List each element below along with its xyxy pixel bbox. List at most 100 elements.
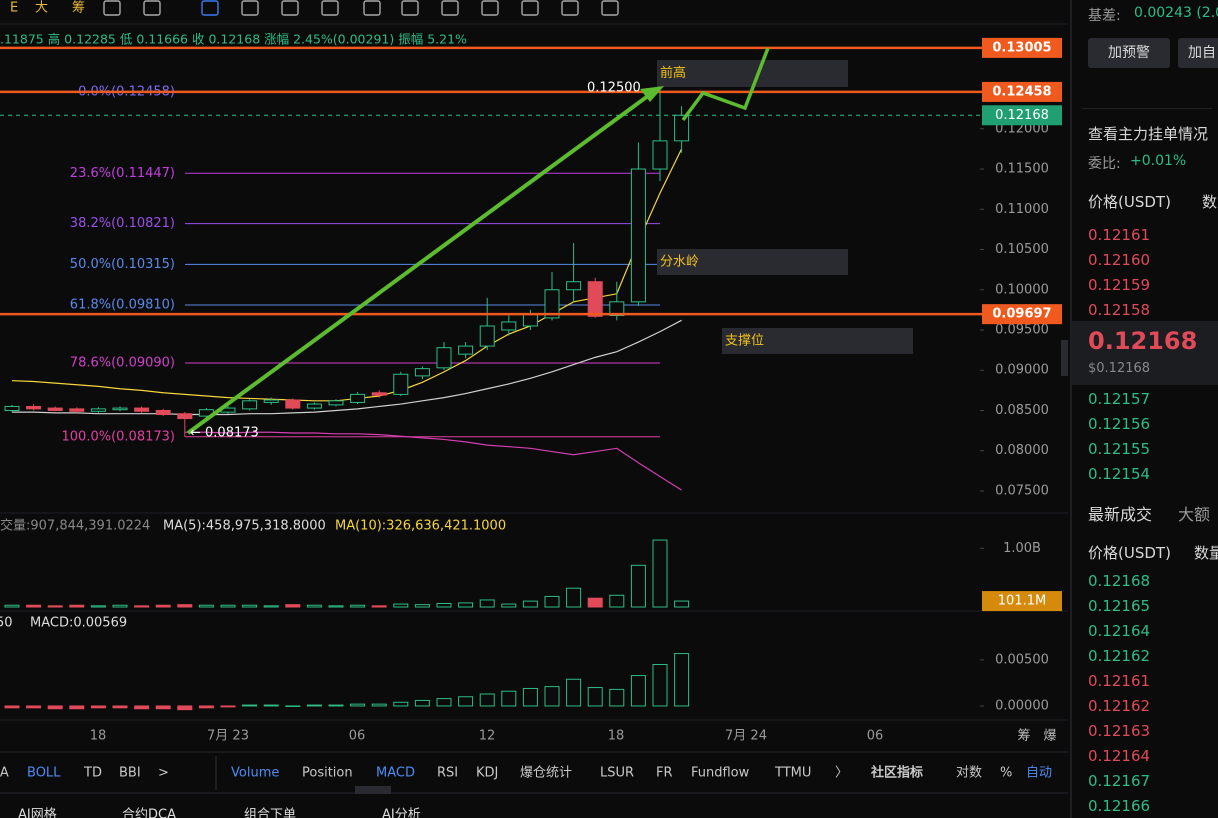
toolbar-icon[interactable]: [441, 0, 459, 16]
toolbar-icon[interactable]: [561, 0, 579, 16]
toolbar-button[interactable]: E: [10, 1, 18, 16]
y-tick-label: 0.10000: [995, 282, 1049, 297]
fib-label: 61.8%(0.09810): [70, 298, 175, 313]
toolbar-icon[interactable]: [201, 0, 219, 16]
zone-box: [657, 249, 848, 275]
macd-bar: [198, 705, 214, 709]
orders-link[interactable]: 查看主力挂单情况: [1088, 125, 1209, 143]
bottom-tab[interactable]: AI网格: [18, 807, 57, 818]
last-price-label: 0.12168: [995, 108, 1049, 123]
level-tag: [982, 37, 1062, 58]
x-tick-label: 7月 24: [725, 729, 767, 744]
indicator-tab[interactable]: BOLL: [27, 766, 61, 781]
indicator-tab[interactable]: %: [1000, 766, 1012, 781]
trades-tab[interactable]: 大额: [1178, 505, 1211, 524]
indicator-tab[interactable]: 社区指标: [870, 765, 923, 781]
toolbar-icon[interactable]: [601, 0, 619, 16]
candle-body: [155, 409, 171, 416]
volume-bar: [652, 539, 668, 608]
arrow-head: [640, 86, 664, 102]
ratio-label: 委比:: [1088, 156, 1121, 172]
candle-body: [458, 345, 474, 355]
candle-body: [501, 321, 517, 331]
basis-label: 基差:: [1088, 8, 1121, 24]
toolbar-button[interactable]: 筹: [72, 0, 85, 16]
indicator-tab[interactable]: 自动: [1026, 766, 1052, 781]
axis-button[interactable]: 筹: [1017, 728, 1030, 744]
trade-price: 0.12166: [1088, 797, 1151, 815]
indicator-tab[interactable]: IA: [0, 766, 9, 781]
toolbar-icon[interactable]: [363, 0, 381, 16]
indicator-tab[interactable]: Position: [302, 766, 353, 781]
macd-bar: [328, 704, 344, 707]
toolbar-icon[interactable]: [143, 0, 161, 16]
indicator-tab[interactable]: Fundflow: [691, 766, 750, 781]
indicator-tab[interactable]: LSUR: [600, 766, 634, 781]
indicator-tab[interactable]: RSI: [437, 766, 458, 781]
boll-lower-line: [184, 431, 682, 491]
candle-body: [674, 114, 690, 142]
toolbar-icon[interactable]: [521, 0, 539, 16]
collapse-handle[interactable]: [1061, 340, 1068, 376]
indicator-tab[interactable]: 对数: [956, 766, 982, 781]
indicator-tab[interactable]: BBI: [119, 766, 141, 781]
toolbar-icon[interactable]: [401, 0, 419, 16]
resize-handle[interactable]: [355, 786, 391, 794]
book-header: 数: [1202, 193, 1218, 211]
volume-bar: [285, 604, 301, 608]
candle-body: [414, 368, 430, 377]
volume-bar: [350, 604, 366, 608]
bottom-tab[interactable]: AI分析: [382, 808, 421, 818]
axis-button[interactable]: 爆: [1043, 729, 1056, 744]
y-tick-label: 0.11000: [995, 202, 1049, 217]
zigzag: [681, 47, 770, 122]
macd-bar: [220, 705, 236, 708]
toolbar-icon[interactable]: [321, 0, 339, 16]
side-panel: 基差: 0.00243 (2.0 加预警 加自 查看主力挂单情况 委比: +0.01% 价格(…: [1070, 0, 1218, 818]
indicator-tab[interactable]: 爆仓统计: [520, 766, 572, 781]
candle-body: [177, 413, 193, 420]
fib-label: 100.0%(0.08173): [62, 429, 175, 444]
toolbar-icon[interactable]: [281, 0, 299, 16]
toolbar-icon[interactable]: [103, 0, 121, 16]
indicator-tab[interactable]: FR: [656, 766, 673, 781]
macd-bar: [630, 675, 646, 707]
volume-tag: [982, 591, 1062, 612]
indicator-tab[interactable]: MACD: [376, 766, 415, 781]
ma-line: [11, 148, 683, 402]
indicator-tab[interactable]: TTMU: [774, 766, 811, 781]
y-tick-label: 0.10500: [995, 242, 1049, 257]
button[interactable]: 加自: [1178, 38, 1218, 68]
fib-label: 78.6%(0.09090): [70, 356, 175, 371]
macd-bar: [155, 705, 171, 710]
macd-bar: [90, 705, 106, 709]
toolbar-button[interactable]: 大: [35, 1, 48, 16]
macd-bar: [285, 705, 301, 707]
trades-tab[interactable]: 最新成交: [1088, 505, 1153, 524]
y-tick-label: 0.11500: [995, 162, 1049, 177]
toolbar-icon[interactable]: [241, 0, 259, 16]
toolbar-icon[interactable]: [481, 0, 499, 16]
button[interactable]: 加预警: [1088, 38, 1170, 68]
indicator-tab[interactable]: KDJ: [476, 766, 498, 781]
bottom-tab[interactable]: 组合下单: [244, 808, 296, 818]
zone-box: [722, 328, 913, 354]
trade-price: 0.12164: [1088, 747, 1151, 765]
level-label: 0.09697: [992, 307, 1051, 322]
indicator-tab[interactable]: Volume: [231, 766, 279, 781]
indicator-tab[interactable]: TD: [83, 766, 102, 781]
macd-bar: [609, 688, 625, 707]
fib-label: 38.2%(0.10821): [70, 216, 175, 231]
trade-price: 0.12168: [1088, 572, 1151, 590]
macd-bar: [371, 703, 387, 707]
macd-bar: [522, 687, 538, 707]
candle-body: [263, 399, 279, 403]
annotation: 0.12500: [587, 81, 641, 96]
bottom-tab[interactable]: 合约DCA: [122, 808, 176, 818]
last-usd: $0.12168: [1088, 361, 1151, 376]
indicator-tab[interactable]: >: [158, 766, 169, 781]
x-tick-label: 06: [349, 729, 366, 744]
indicator-tab[interactable]: 〉: [835, 766, 848, 781]
fib-label: 50.0%(0.10315): [70, 257, 175, 272]
